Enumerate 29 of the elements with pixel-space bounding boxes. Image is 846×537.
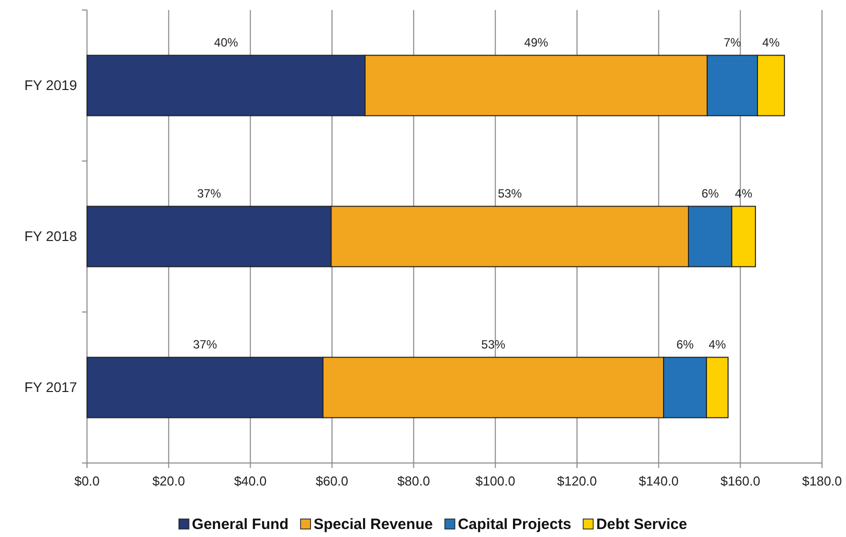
x-tick-label: $60.0 (316, 473, 348, 488)
y-tick-label: FY 2019 (24, 76, 78, 93)
legend-label: General Fund (192, 516, 289, 533)
annotation: 4% (734, 186, 753, 200)
annotation: 7% (724, 35, 742, 50)
x-tick-label: $160.0 (720, 473, 760, 488)
x-tick-label: $40.0 (234, 473, 267, 488)
annotation: 53% (481, 337, 506, 352)
annotation: 4% (708, 337, 726, 352)
annotation: 53% (498, 186, 522, 200)
y-tick-label: FY 2018 (24, 228, 78, 244)
y-tick-label: FY 2017 (24, 378, 78, 395)
x-tick-label: $180.0 (802, 473, 842, 488)
legend-label: Capital Projects (458, 516, 572, 533)
x-tick-label: $100.0 (475, 473, 516, 488)
x-tick-label: $120.0 (557, 473, 597, 488)
legend-label: Debt Service (596, 516, 688, 533)
annotation: 4% (762, 35, 780, 50)
annotation: 37% (192, 337, 218, 352)
x-tick-label: $20.0 (152, 473, 185, 488)
x-tick-label: $80.0 (397, 473, 430, 488)
x-tick-label: $0.0 (74, 473, 100, 488)
x-tick-label: $140.0 (638, 473, 679, 488)
annotation: 49% (524, 35, 548, 50)
annotation: 6% (676, 337, 694, 352)
legend-label: Special Revenue (314, 516, 433, 533)
annotation: 37% (197, 186, 222, 200)
annotation: 40% (214, 35, 238, 50)
annotation: 6% (701, 186, 720, 200)
